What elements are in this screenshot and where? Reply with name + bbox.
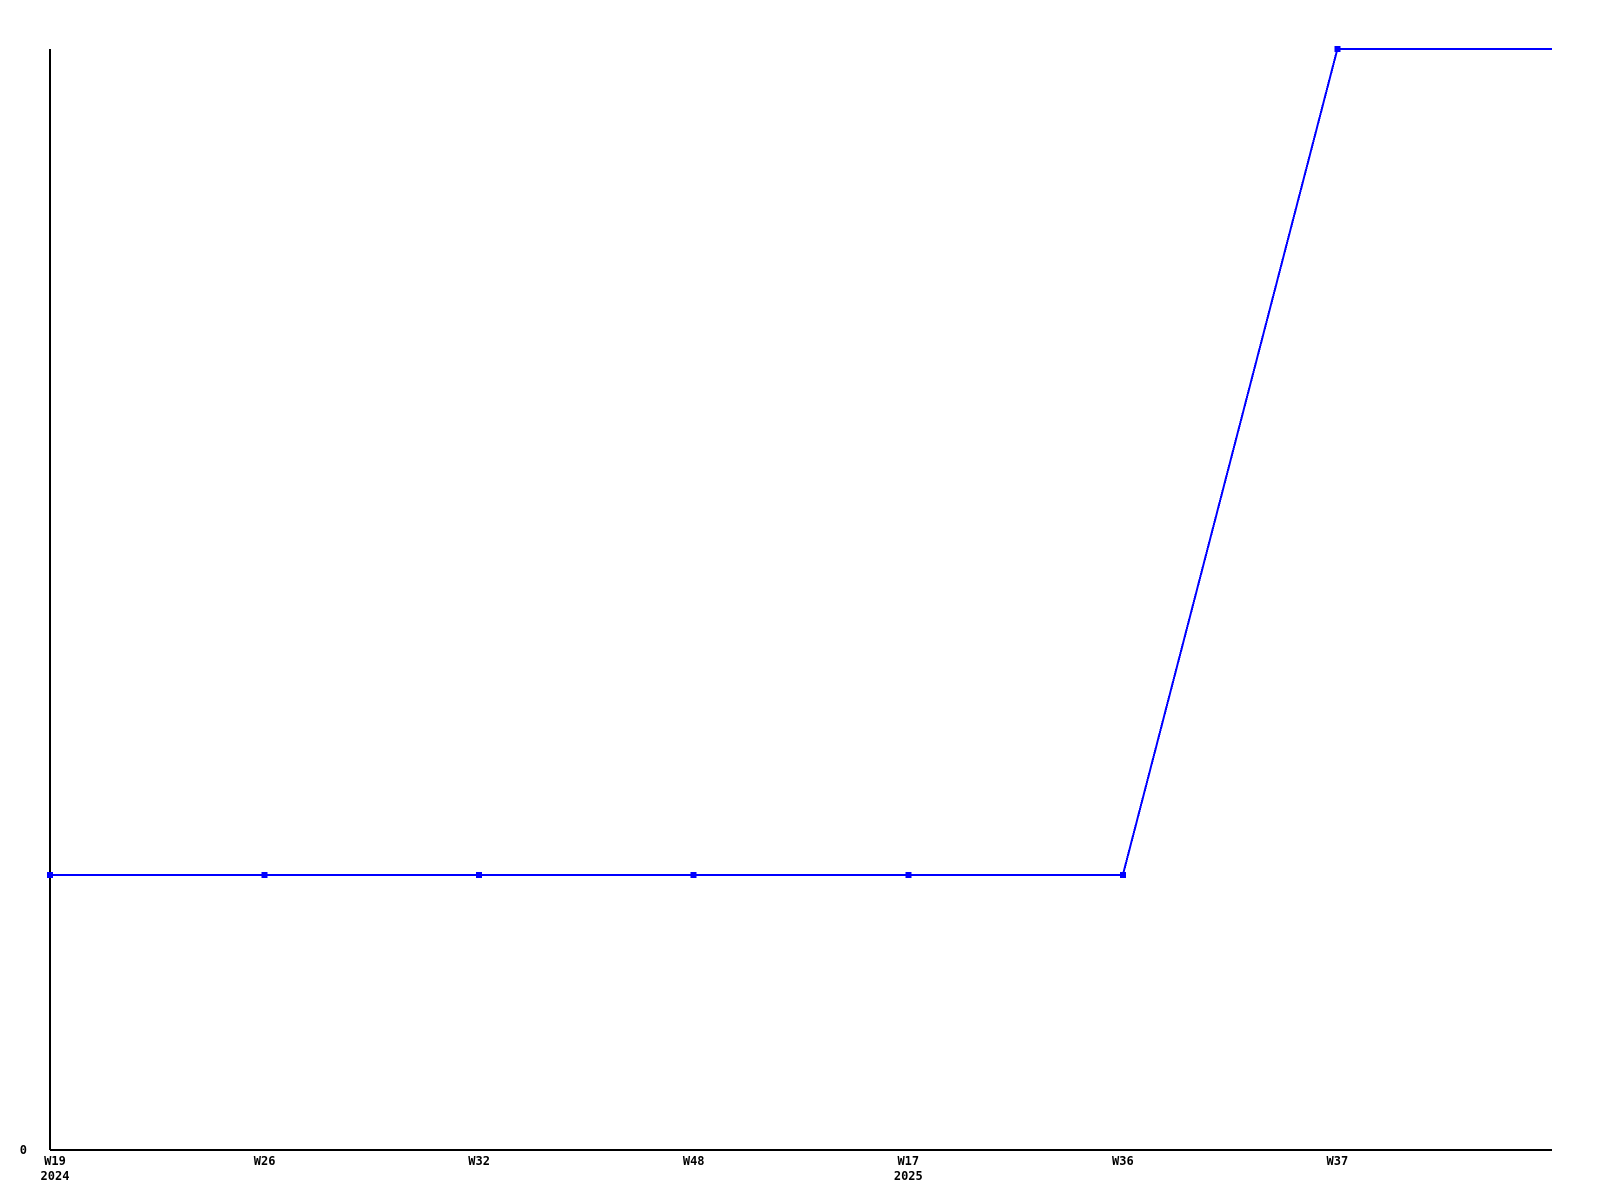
data-point-marker — [905, 871, 912, 878]
data-point-marker — [1334, 46, 1341, 52]
data-point-marker — [690, 871, 697, 878]
x-tick-week-label: W32 — [468, 1154, 490, 1168]
y-tick-label-zero: 0 — [20, 1143, 27, 1157]
x-tick-week-label: W19 — [44, 1154, 66, 1168]
series-line — [50, 48, 1552, 876]
x-tick-week-label: W26 — [254, 1154, 276, 1168]
x-tick-year-label: 2025 — [894, 1169, 923, 1183]
data-point-marker — [1119, 871, 1126, 878]
data-point-marker — [476, 871, 483, 878]
data-point-marker — [47, 871, 53, 878]
x-axis-tick-labels: W19 W26 W32 W48 W17 W36 W37 — [44, 1154, 1348, 1168]
x-tick-week-label: W37 — [1327, 1154, 1349, 1168]
x-tick-week-label: W36 — [1112, 1154, 1134, 1168]
x-tick-week-label: W48 — [683, 1154, 705, 1168]
data-point-marker — [261, 871, 268, 878]
x-tick-year-label: 2024 — [41, 1169, 70, 1183]
x-tick-week-label: W17 — [897, 1154, 919, 1168]
x-axis-year-labels: 2024 2025 — [41, 1169, 923, 1183]
data-point-markers — [47, 46, 1341, 878]
